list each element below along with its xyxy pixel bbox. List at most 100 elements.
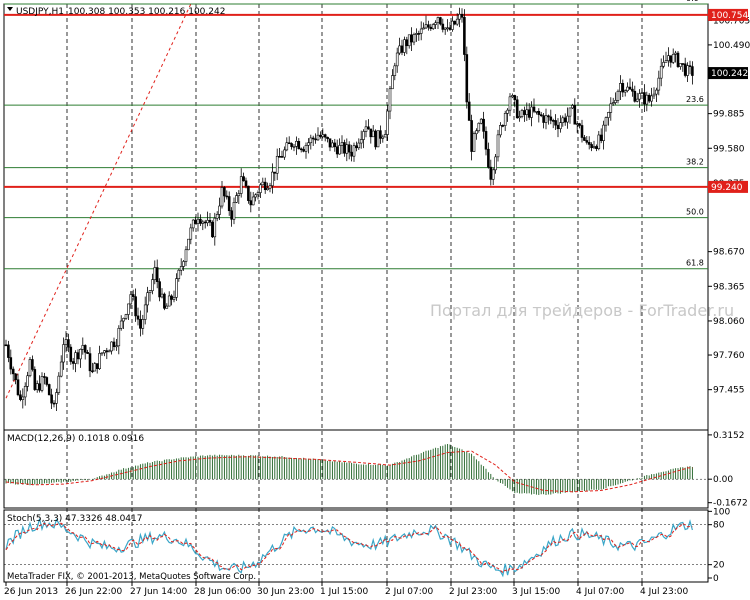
- bear-candle-body: [287, 142, 291, 145]
- bear-candle-body: [595, 146, 598, 149]
- candle: [424, 15, 428, 30]
- candle: [230, 207, 233, 227]
- bull-candle-body: [431, 24, 435, 29]
- bear-candle-body: [4, 344, 8, 347]
- bull-candle-body: [307, 142, 310, 146]
- bull-candle-body: [614, 100, 617, 103]
- candle: [520, 108, 524, 119]
- candle: [287, 136, 291, 145]
- bull-candle-body: [611, 102, 615, 105]
- candle: [160, 288, 164, 299]
- candle: [93, 362, 97, 372]
- bear-candle-body: [467, 101, 471, 121]
- current-price-label: 100.242: [711, 69, 748, 79]
- bull-candle-body: [635, 98, 639, 102]
- bear-candle-body: [211, 221, 214, 238]
- candle: [86, 349, 89, 354]
- candle: [124, 313, 128, 321]
- candle: [439, 16, 442, 26]
- bull-candle-body: [566, 115, 569, 123]
- bear-candle-body: [631, 88, 634, 92]
- candle: [95, 363, 99, 374]
- macd-tick-label: 0.00: [713, 475, 733, 485]
- bull-candle-body: [62, 344, 65, 363]
- candle: [227, 191, 231, 216]
- bull-candle-body: [182, 261, 185, 267]
- candle: [427, 20, 430, 31]
- candle: [163, 292, 166, 311]
- bull-candle-body: [535, 110, 538, 113]
- bull-candle-body: [494, 156, 497, 171]
- candle: [446, 19, 449, 32]
- bull-candle-body: [645, 94, 649, 105]
- candle: [76, 349, 80, 365]
- bear-candle-body: [7, 344, 10, 358]
- candle: [179, 258, 183, 276]
- candle: [669, 55, 673, 68]
- bull-candle-body: [659, 65, 663, 79]
- candle: [489, 159, 493, 186]
- candle: [431, 23, 435, 31]
- dropdown-triangle-icon[interactable]: [7, 7, 13, 11]
- bull-candle-body: [664, 60, 668, 63]
- bull-candle-body: [559, 122, 562, 130]
- fibonacci-levels: 0.0 23.6 38.2 50.0 61.8: [4, 0, 708, 270]
- candle: [307, 138, 310, 154]
- bull-candle-body: [602, 124, 605, 141]
- candle: [139, 310, 142, 337]
- bear-candle-body: [158, 281, 161, 298]
- bull-candle-body: [184, 249, 188, 262]
- candle: [662, 55, 665, 69]
- macd-histogram: [5, 443, 693, 495]
- candle: [602, 120, 605, 150]
- time-axis: 26 Jun 2013 26 Jun 22:00 27 Jun 14:00 28 Ju…: [4, 582, 689, 597]
- bear-candle-body: [578, 123, 581, 126]
- bear-candle-body: [302, 149, 305, 152]
- candle: [583, 134, 586, 141]
- candle: [453, 20, 457, 26]
- candle: [268, 182, 272, 193]
- candle: [244, 177, 248, 189]
- bear-candle-body: [38, 383, 41, 391]
- bull-candle-body: [619, 83, 622, 92]
- candle: [578, 122, 581, 129]
- bear-candle-body: [470, 120, 473, 152]
- candle: [122, 317, 125, 330]
- bear-candle-body: [227, 196, 231, 212]
- bear-candle-body: [547, 115, 550, 118]
- candle: [316, 127, 320, 141]
- candle: [167, 291, 171, 307]
- bear-candle-body: [223, 187, 226, 197]
- bull-candle-body: [667, 55, 670, 61]
- candle: [59, 355, 63, 378]
- candle: [410, 27, 413, 51]
- bull-candle-body: [177, 269, 181, 279]
- candle: [50, 388, 53, 409]
- bear-candle-body: [417, 33, 421, 35]
- bull-candle-body: [415, 33, 418, 35]
- candle: [311, 135, 315, 147]
- candle: [16, 373, 20, 397]
- bull-candle-body: [451, 20, 454, 30]
- candle: [220, 181, 224, 209]
- bull-candle-body: [151, 279, 154, 292]
- stochastic-signal-line: [5, 522, 693, 573]
- bull-candle-body: [623, 90, 627, 93]
- candle: [333, 138, 337, 152]
- bull-candle-body: [191, 219, 195, 229]
- candle: [100, 352, 104, 356]
- bull-candle-body: [652, 93, 656, 97]
- bull-candle-body: [458, 13, 461, 20]
- chart-header: USDJPY,H1 100.308 100.353 100.216 100.24…: [7, 7, 225, 17]
- candle: [451, 16, 454, 32]
- level-price-tag: [708, 180, 748, 193]
- bear-candle-body: [326, 136, 329, 140]
- bear-candle-body: [225, 195, 229, 198]
- bull-candle-body: [26, 375, 29, 387]
- candle: [71, 357, 75, 370]
- bear-candle-body: [45, 377, 49, 385]
- bear-candle-body: [554, 120, 557, 126]
- time-tick-label: 3 Jul 15:00: [512, 587, 561, 597]
- candle: [496, 129, 500, 162]
- candle: [590, 142, 593, 152]
